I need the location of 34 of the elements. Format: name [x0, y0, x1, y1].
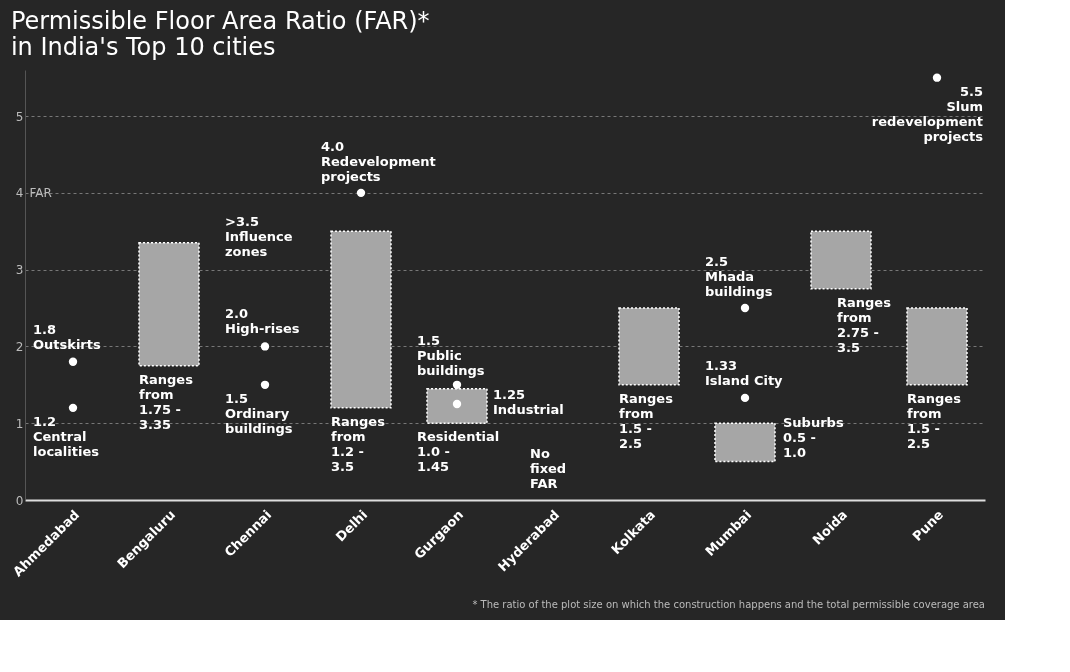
y-tick-label: 4 [15, 186, 24, 201]
y-tick-label: 2 [15, 339, 24, 354]
annotation: 4.0 Redevelopment projects [321, 138, 436, 184]
bar [714, 422, 776, 463]
annotation: Ranges from 1.5 - 2.5 [907, 391, 962, 451]
y-axis-title: FAR [29, 186, 52, 201]
annotation: Ranges from 1.75 - 3.35 [139, 372, 194, 432]
bar [618, 307, 680, 386]
annotation: 5.5 Slum redevelopment projects [871, 83, 984, 144]
annotation: Ranges from 1.5 - 2.5 [619, 391, 674, 451]
annotation: Ranges from 1.2 - 3.5 [331, 414, 386, 474]
bar [138, 242, 200, 367]
annotation: Residential 1.0 - 1.45 [417, 429, 500, 474]
y-tick-label: 5 [15, 109, 24, 124]
y-tick-label: 3 [15, 263, 24, 278]
annotation: 1.33 Island City [705, 357, 784, 388]
bar [330, 230, 392, 409]
bar [810, 230, 872, 290]
annotation: 1.5 Ordinary buildings [225, 390, 293, 436]
annotation: 1.25 Industrial [493, 387, 564, 418]
annotation: Ranges from 2.75 - 3.5 [837, 295, 892, 355]
annotation: 2.5 Mhada buildings [705, 254, 773, 300]
bar [906, 307, 968, 386]
y-tick-label: 0 [15, 493, 24, 508]
annotation: Suburbs 0.5 - 1.0 [783, 414, 844, 460]
annotation: 1.5 Public buildings [417, 332, 485, 378]
annotation: 1.2 Central localities [33, 413, 100, 459]
text: * The ratio of the plot size on which the construction happens and the total permissible coverage area [472, 599, 985, 610]
annotation: >3.5 Influence zones [225, 214, 293, 259]
annotation: No fixed FAR [530, 446, 567, 491]
annotation: 1.8 Outskirts [33, 321, 101, 352]
annotation: 2.0 High-rises [225, 306, 300, 337]
chart-title: Permissible Floor Area Ratio (FAR)* in India's Top 10 cities [10, 7, 430, 61]
y-tick-label: 1 [15, 416, 24, 431]
